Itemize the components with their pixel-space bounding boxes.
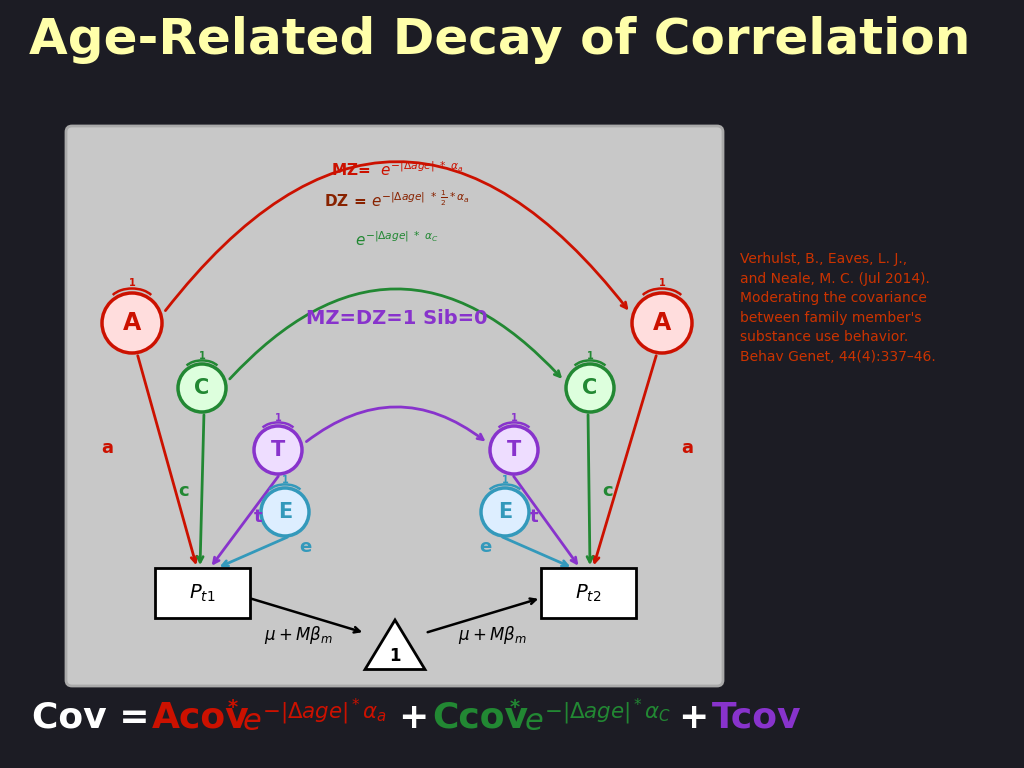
Circle shape [178, 364, 226, 412]
Text: MZ=  $e^{-|\Delta age|\ *\ \alpha_a}$: MZ= $e^{-|\Delta age|\ *\ \alpha_a}$ [331, 161, 463, 180]
Text: Age-Related Decay of Correlation: Age-Related Decay of Correlation [30, 16, 971, 64]
Circle shape [261, 488, 309, 536]
Text: c: c [178, 482, 189, 499]
Circle shape [632, 293, 692, 353]
Text: Tcov: Tcov [712, 701, 802, 735]
Text: *: * [510, 699, 520, 717]
Text: E: E [498, 502, 512, 522]
Text: 1: 1 [511, 412, 517, 422]
Text: DZ = $e^{-|\Delta age|\ *\ \frac{1}{2}*\alpha_a}$: DZ = $e^{-|\Delta age|\ *\ \frac{1}{2}*\… [325, 190, 470, 210]
Text: t: t [529, 508, 539, 525]
Text: *: * [228, 699, 239, 717]
Circle shape [481, 488, 529, 536]
Text: 1: 1 [282, 475, 289, 485]
Circle shape [566, 364, 614, 412]
Circle shape [102, 293, 162, 353]
Text: T: T [271, 440, 285, 460]
Text: A: A [653, 311, 671, 335]
Text: C: C [195, 378, 210, 398]
Circle shape [254, 426, 302, 474]
FancyBboxPatch shape [66, 126, 723, 686]
Text: A: A [123, 311, 141, 335]
Text: C: C [583, 378, 598, 398]
Text: c: c [603, 482, 613, 499]
Text: 1: 1 [274, 412, 282, 422]
Bar [155, 568, 250, 618]
Text: $e^{-|\Delta age|^*\alpha_a}$: $e^{-|\Delta age|^*\alpha_a}$ [242, 700, 387, 737]
Text: 1: 1 [658, 277, 666, 287]
Text: Acov: Acov [152, 701, 250, 735]
Text: t: t [254, 508, 262, 525]
Circle shape [490, 426, 538, 474]
Text: T: T [507, 440, 521, 460]
Text: MZ=DZ=1 Sib=0: MZ=DZ=1 Sib=0 [306, 309, 487, 327]
Text: 1: 1 [502, 475, 508, 485]
Text: $e^{-|\Delta age|^*\alpha_C}$: $e^{-|\Delta age|^*\alpha_C}$ [524, 700, 672, 737]
Text: $e^{-|\Delta age|\ *\ \alpha_C}$: $e^{-|\Delta age|\ *\ \alpha_C}$ [355, 230, 439, 250]
Bar [541, 568, 636, 618]
Text: Ccov: Ccov [432, 701, 528, 735]
Text: Cov =: Cov = [32, 701, 162, 735]
Text: a: a [101, 439, 113, 457]
Text: 1: 1 [389, 647, 400, 665]
Text: $\mu + M\beta_m$: $\mu + M\beta_m$ [458, 624, 526, 646]
Polygon shape [365, 620, 425, 670]
Text: $\mu + M\beta_m$: $\mu + M\beta_m$ [263, 624, 333, 646]
Text: +: + [398, 701, 428, 735]
Text: 1: 1 [587, 351, 593, 361]
Text: $P_{t1}$: $P_{t1}$ [188, 582, 215, 604]
Text: 1: 1 [199, 351, 206, 361]
Text: +: + [678, 701, 709, 735]
Text: 1: 1 [129, 277, 135, 287]
Text: E: E [278, 502, 292, 522]
Text: a: a [681, 439, 693, 457]
Text: e: e [479, 538, 492, 557]
Text: e: e [299, 538, 311, 557]
Text: $P_{t2}$: $P_{t2}$ [574, 582, 601, 604]
Text: Verhulst, B., Eaves, L. J.,
and Neale, M. C. (Jul 2014).
Moderating the covarian: Verhulst, B., Eaves, L. J., and Neale, M… [740, 252, 936, 364]
